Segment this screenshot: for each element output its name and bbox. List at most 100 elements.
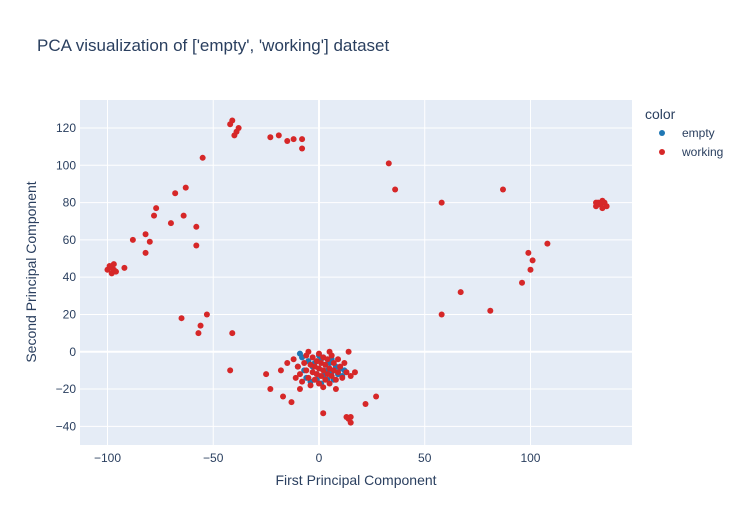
data-point-working[interactable] bbox=[142, 249, 149, 256]
legend-item-empty[interactable]: empty bbox=[659, 126, 715, 140]
data-points bbox=[104, 117, 610, 426]
data-point-working[interactable] bbox=[328, 373, 335, 379]
data-point-working[interactable] bbox=[347, 414, 354, 421]
data-point-working[interactable] bbox=[277, 367, 284, 374]
data-point-working[interactable] bbox=[142, 231, 149, 238]
data-point-working[interactable] bbox=[151, 212, 158, 219]
data-point-working[interactable] bbox=[229, 117, 236, 124]
data-point-working[interactable] bbox=[290, 136, 297, 143]
data-point-working[interactable] bbox=[199, 154, 206, 161]
data-point-working[interactable] bbox=[305, 374, 312, 381]
data-point-working[interactable] bbox=[529, 257, 536, 264]
data-point-working[interactable] bbox=[167, 220, 174, 227]
data-point-working[interactable] bbox=[296, 371, 303, 378]
data-point-working[interactable] bbox=[182, 184, 189, 191]
data-point-working[interactable] bbox=[320, 410, 327, 417]
data-point-working[interactable] bbox=[309, 354, 316, 361]
data-point-working[interactable] bbox=[193, 242, 200, 249]
data-point-working[interactable] bbox=[330, 359, 337, 366]
data-point-working[interactable] bbox=[362, 400, 369, 407]
data-point-working[interactable] bbox=[332, 376, 339, 383]
data-point-working[interactable] bbox=[593, 199, 600, 206]
data-point-working[interactable] bbox=[121, 264, 128, 271]
data-point-working[interactable] bbox=[280, 393, 287, 400]
data-point-working[interactable] bbox=[347, 373, 354, 379]
data-point-working[interactable] bbox=[438, 199, 445, 206]
data-point-working[interactable] bbox=[193, 223, 200, 230]
data-point-working[interactable] bbox=[315, 380, 322, 387]
data-point-working[interactable] bbox=[195, 330, 202, 337]
data-point-working[interactable] bbox=[197, 322, 204, 329]
data-point-working[interactable] bbox=[296, 386, 303, 393]
data-point-working[interactable] bbox=[318, 373, 325, 379]
data-point-working[interactable] bbox=[288, 399, 295, 406]
data-point-working[interactable] bbox=[263, 371, 270, 378]
data-point-working[interactable] bbox=[335, 356, 342, 363]
data-point-working[interactable] bbox=[284, 359, 291, 366]
data-point-working[interactable] bbox=[603, 203, 610, 210]
y-tick-label: 100 bbox=[56, 158, 76, 172]
data-point-working[interactable] bbox=[299, 136, 306, 143]
data-point-working[interactable] bbox=[332, 386, 339, 393]
data-point-working[interactable] bbox=[235, 124, 242, 131]
x-tick-label: −50 bbox=[203, 451, 224, 465]
data-point-working[interactable] bbox=[267, 134, 274, 141]
x-tick-label: 0 bbox=[316, 451, 323, 465]
data-point-working[interactable] bbox=[341, 359, 348, 366]
data-point-working[interactable] bbox=[326, 348, 333, 355]
data-point-working[interactable] bbox=[315, 350, 322, 357]
data-point-working[interactable] bbox=[299, 145, 306, 152]
data-point-working[interactable] bbox=[351, 369, 358, 376]
data-point-working[interactable] bbox=[284, 138, 291, 145]
data-point-working[interactable] bbox=[544, 240, 551, 247]
data-point-working[interactable] bbox=[343, 369, 350, 376]
data-point-working[interactable] bbox=[275, 132, 282, 139]
data-point-working[interactable] bbox=[110, 261, 117, 268]
data-point-working[interactable] bbox=[301, 359, 308, 366]
data-point-working[interactable] bbox=[347, 419, 354, 426]
data-point-working[interactable] bbox=[527, 266, 534, 273]
data-point-working[interactable] bbox=[229, 330, 236, 337]
data-point-working[interactable] bbox=[129, 236, 136, 243]
data-point-working[interactable] bbox=[457, 289, 464, 296]
data-point-working[interactable] bbox=[112, 268, 119, 275]
y-tick-label: 60 bbox=[63, 233, 77, 247]
data-point-working[interactable] bbox=[324, 356, 331, 363]
data-point-working[interactable] bbox=[172, 190, 179, 197]
legend-item-working[interactable]: working bbox=[659, 145, 723, 159]
data-point-working[interactable] bbox=[267, 386, 274, 393]
data-point-working[interactable] bbox=[487, 307, 494, 314]
data-point-working[interactable] bbox=[438, 311, 445, 318]
data-point-working[interactable] bbox=[299, 378, 306, 385]
data-point-working[interactable] bbox=[322, 361, 329, 368]
data-point-working[interactable] bbox=[153, 205, 160, 212]
data-point-working[interactable] bbox=[339, 374, 346, 381]
data-point-working[interactable] bbox=[303, 367, 310, 374]
data-point-working[interactable] bbox=[385, 160, 392, 167]
data-point-working[interactable] bbox=[290, 356, 297, 363]
data-point-working[interactable] bbox=[146, 238, 153, 245]
y-axis-ticks: −40 −20 0 20 40 60 80 100 120 bbox=[56, 121, 77, 433]
data-point-working[interactable] bbox=[311, 376, 318, 383]
data-point-working[interactable] bbox=[337, 363, 344, 370]
data-point-working[interactable] bbox=[292, 374, 299, 381]
data-point-working[interactable] bbox=[519, 279, 526, 286]
data-point-working[interactable] bbox=[178, 315, 185, 322]
data-point-working[interactable] bbox=[322, 376, 329, 383]
data-point-working[interactable] bbox=[180, 212, 187, 219]
data-point-working[interactable] bbox=[373, 393, 380, 400]
data-point-working[interactable] bbox=[525, 249, 532, 256]
data-point-working[interactable] bbox=[294, 363, 301, 370]
data-point-working[interactable] bbox=[335, 369, 342, 376]
data-point-working[interactable] bbox=[392, 186, 399, 193]
data-point-working[interactable] bbox=[326, 380, 333, 387]
data-point-working[interactable] bbox=[227, 367, 234, 374]
data-point-working[interactable] bbox=[320, 384, 327, 391]
data-point-working[interactable] bbox=[203, 311, 210, 318]
data-point-working[interactable] bbox=[320, 367, 327, 374]
data-point-working[interactable] bbox=[305, 348, 312, 355]
data-point-working[interactable] bbox=[499, 186, 506, 193]
data-point-working[interactable] bbox=[307, 382, 314, 389]
data-point-working[interactable] bbox=[345, 348, 352, 355]
